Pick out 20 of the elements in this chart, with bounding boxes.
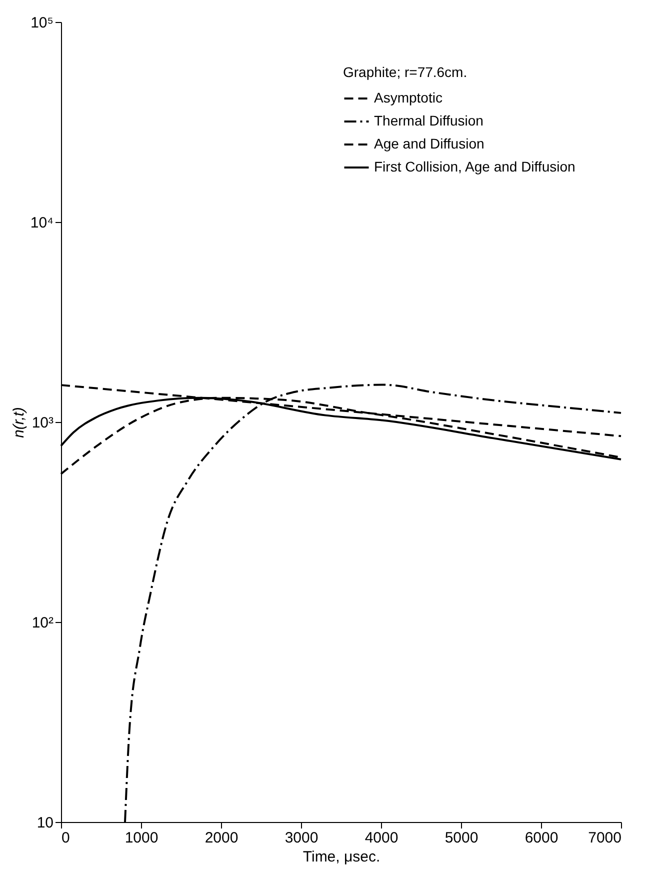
y-tick-label: 10³ <box>32 414 54 432</box>
x-tick-label: 0 <box>62 830 70 846</box>
x-tick-label: 5000 <box>444 830 478 846</box>
x-tick-label: 4000 <box>364 830 398 846</box>
legend-label: Age and Diffusion <box>374 136 484 152</box>
x-tick-label: 7000 <box>588 830 622 846</box>
x-tick-label: 1000 <box>124 830 158 846</box>
x-tick-label: 2000 <box>204 830 238 846</box>
y-axis-title: n(r,t) <box>10 407 28 438</box>
legend-label: First Collision, Age and Diffusion <box>374 158 576 174</box>
x-axis-title: Time, μsec. <box>302 848 380 866</box>
y-tick-label: 10 <box>36 814 54 832</box>
x-tick-label: 6000 <box>524 830 558 846</box>
y-tick-label: 10² <box>32 614 54 632</box>
legend-label: Asymptotic <box>374 90 442 106</box>
y-tick-label: 10⁴ <box>30 214 54 232</box>
legend-label: Thermal Diffusion <box>374 112 484 128</box>
x-tick-label: 3000 <box>284 830 318 846</box>
y-tick-label: 10⁵ <box>30 14 54 32</box>
legend-title: Graphite; r=77.6cm. <box>343 64 468 80</box>
